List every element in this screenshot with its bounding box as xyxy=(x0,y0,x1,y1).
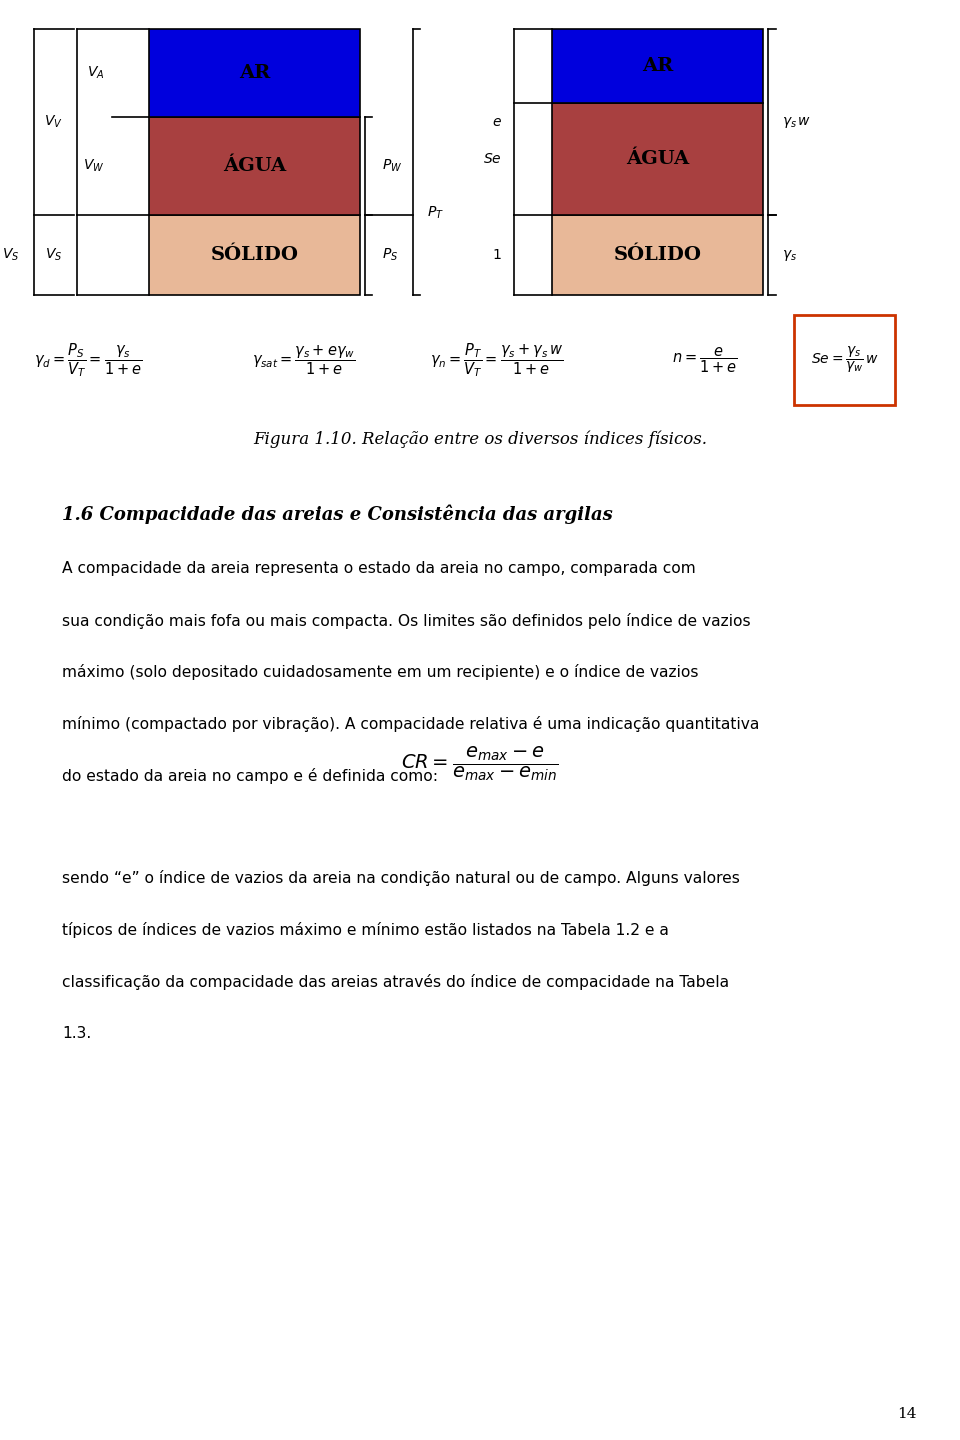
Text: ÁGUA: ÁGUA xyxy=(626,150,689,168)
Text: $P_S$: $P_S$ xyxy=(382,248,398,264)
Text: AR: AR xyxy=(239,63,270,82)
Bar xyxy=(795,315,895,405)
Text: $Se$: $Se$ xyxy=(483,153,502,167)
Text: AR: AR xyxy=(642,58,673,75)
Text: $n = \dfrac{e}{1+e}$: $n = \dfrac{e}{1+e}$ xyxy=(672,346,737,374)
Text: sua condição mais fofa ou mais compacta. Os limites são definidos pelo índice de: sua condição mais fofa ou mais compacta.… xyxy=(62,612,751,629)
Text: máximo (solo depositado cuidadosamente em um recipiente) e o índice de vazios: máximo (solo depositado cuidadosamente e… xyxy=(62,664,699,681)
Text: $V_S$: $V_S$ xyxy=(45,248,62,264)
Text: $\gamma_s$: $\gamma_s$ xyxy=(782,248,798,262)
Text: $CR = \dfrac{e_{max} - e}{e_{max} - e_{min}}$: $CR = \dfrac{e_{max} - e}{e_{max} - e_{m… xyxy=(401,744,559,782)
Bar xyxy=(149,215,360,295)
Text: $P_W$: $P_W$ xyxy=(382,158,402,174)
Text: $1$: $1$ xyxy=(492,248,502,262)
Text: $V_W$: $V_W$ xyxy=(84,158,105,174)
Bar xyxy=(149,29,360,117)
Text: SÓLIDO: SÓLIDO xyxy=(210,246,299,264)
Text: $V_V$: $V_V$ xyxy=(43,114,62,130)
Text: $\gamma_n = \dfrac{P_T}{V_T} = \dfrac{\gamma_s + \gamma_s\,w}{1+e}$: $\gamma_n = \dfrac{P_T}{V_T} = \dfrac{\g… xyxy=(430,341,564,379)
Text: típicos de índices de vazios máximo e mínimo estão listados na Tabela 1.2 e a: típicos de índices de vazios máximo e mí… xyxy=(62,922,669,939)
Text: $e$: $e$ xyxy=(492,115,502,130)
Text: $\gamma_{sat} = \dfrac{\gamma_s + e\gamma_w}{1+e}$: $\gamma_{sat} = \dfrac{\gamma_s + e\gamm… xyxy=(252,343,355,377)
Text: $V_A$: $V_A$ xyxy=(87,65,105,81)
Bar xyxy=(552,215,763,295)
Text: $Se = \dfrac{\gamma_s}{\gamma_w}\,w$: $Se = \dfrac{\gamma_s}{\gamma_w}\,w$ xyxy=(810,344,879,376)
Text: $\gamma_s\,w$: $\gamma_s\,w$ xyxy=(782,115,812,130)
Bar xyxy=(149,117,360,215)
Text: $V_S$: $V_S$ xyxy=(2,248,19,264)
Text: do estado da areia no campo e é definida como:: do estado da areia no campo e é definida… xyxy=(62,768,439,785)
Bar xyxy=(552,104,763,215)
Text: $P_T$: $P_T$ xyxy=(427,204,444,222)
Text: 1.3.: 1.3. xyxy=(62,1027,91,1041)
Text: Figura 1.10. Relação entre os diversos índices físicos.: Figura 1.10. Relação entre os diversos í… xyxy=(253,431,707,448)
Text: $\gamma_d = \dfrac{P_S}{V_T} = \dfrac{\gamma_s}{1+e}$: $\gamma_d = \dfrac{P_S}{V_T} = \dfrac{\g… xyxy=(34,341,142,379)
Bar xyxy=(552,29,763,104)
Text: SÓLIDO: SÓLIDO xyxy=(613,246,702,264)
Text: ÁGUA: ÁGUA xyxy=(223,157,286,176)
Text: A compacidade da areia representa o estado da areia no campo, comparada com: A compacidade da areia representa o esta… xyxy=(62,562,696,576)
Text: mínimo (compactado por vibração). A compacidade relativa é uma indicação quantit: mínimo (compactado por vibração). A comp… xyxy=(62,716,759,733)
Text: classificação da compacidade das areias através do índice de compacidade na Tabe: classificação da compacidade das areias … xyxy=(62,973,730,991)
Text: 1.6 Compacidade das areias e Consistência das argilas: 1.6 Compacidade das areias e Consistênci… xyxy=(62,504,613,524)
Text: 14: 14 xyxy=(898,1407,917,1421)
Text: sendo “e” o índice de vazios da areia na condição natural ou de campo. Alguns va: sendo “e” o índice de vazios da areia na… xyxy=(62,870,740,887)
